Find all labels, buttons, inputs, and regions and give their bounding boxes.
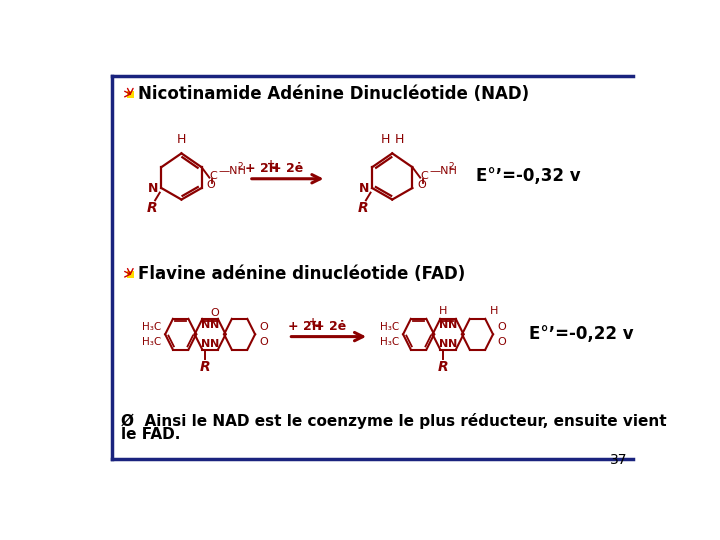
Text: E°’=-0,22 v: E°’=-0,22 v — [528, 325, 634, 343]
Text: R: R — [438, 360, 449, 374]
Text: Flavine adénine dinucléotide (FAD): Flavine adénine dinucléotide (FAD) — [138, 265, 465, 284]
Text: Ø  Ainsi le NAD est le coenzyme le plus réducteur, ensuite vient: Ø Ainsi le NAD est le coenzyme le plus r… — [121, 413, 667, 429]
Text: H₃C: H₃C — [142, 337, 161, 347]
Text: 2: 2 — [238, 163, 243, 171]
Text: le FAD.: le FAD. — [121, 427, 181, 442]
Text: N: N — [210, 339, 220, 348]
Text: O: O — [259, 322, 268, 332]
Text: N: N — [148, 181, 158, 194]
Bar — [127, 271, 134, 278]
Text: C: C — [420, 171, 428, 181]
Text: H₃C: H₃C — [380, 337, 399, 347]
Text: N: N — [448, 339, 457, 348]
Text: H: H — [439, 306, 448, 316]
Text: O: O — [259, 337, 268, 347]
Text: H: H — [395, 133, 404, 146]
Text: 37: 37 — [610, 453, 627, 467]
Text: 2: 2 — [448, 163, 454, 171]
Text: N: N — [438, 320, 448, 330]
Text: H: H — [490, 306, 499, 316]
Text: N: N — [210, 320, 220, 330]
Text: O: O — [497, 322, 505, 332]
Text: H: H — [177, 133, 186, 146]
Text: +: + — [266, 159, 275, 169]
Text: —NH: —NH — [429, 166, 457, 176]
Text: N: N — [201, 320, 210, 330]
Text: O: O — [497, 337, 505, 347]
Text: R: R — [147, 201, 157, 215]
Text: R: R — [358, 201, 368, 215]
Text: H: H — [381, 133, 390, 146]
Bar — [127, 91, 134, 98]
Text: + 2H: + 2H — [245, 162, 279, 176]
Text: N: N — [359, 181, 369, 194]
Text: O: O — [207, 180, 215, 190]
Text: H₃C: H₃C — [380, 322, 399, 332]
Text: + 2H: + 2H — [287, 320, 322, 333]
Text: N: N — [201, 339, 210, 348]
Text: O: O — [210, 308, 219, 318]
Text: H₃C: H₃C — [142, 322, 161, 332]
Text: —NH: —NH — [219, 166, 246, 176]
Text: N: N — [438, 339, 448, 348]
Text: +: + — [310, 317, 318, 327]
Text: O: O — [418, 180, 426, 190]
Text: + 2ė: + 2ė — [271, 162, 304, 176]
Text: Nicotinamide Adénine Dinucléotide (NAD): Nicotinamide Adénine Dinucléotide (NAD) — [138, 85, 529, 103]
Text: R: R — [200, 360, 211, 374]
Text: E°’=-0,32 v: E°’=-0,32 v — [476, 167, 580, 185]
Text: C: C — [210, 171, 217, 181]
Text: N: N — [448, 320, 457, 330]
Text: + 2ė: + 2ė — [314, 320, 346, 333]
